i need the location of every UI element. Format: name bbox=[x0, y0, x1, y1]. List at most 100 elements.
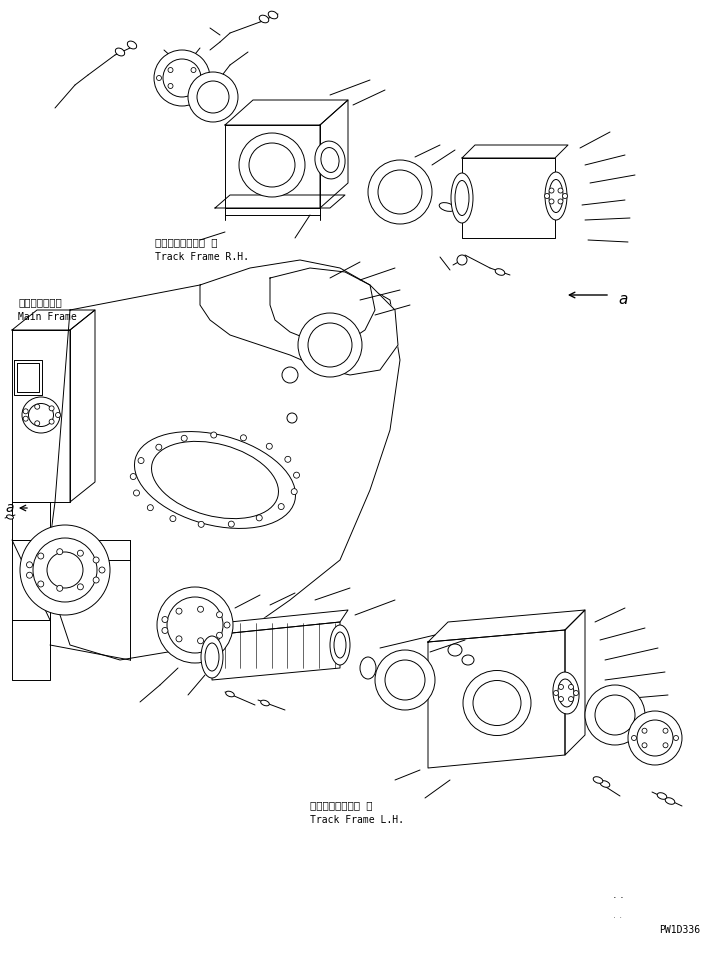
Circle shape bbox=[198, 521, 204, 527]
Ellipse shape bbox=[6, 515, 14, 520]
Circle shape bbox=[241, 435, 246, 441]
Circle shape bbox=[191, 68, 196, 73]
Ellipse shape bbox=[600, 780, 609, 787]
Circle shape bbox=[78, 550, 83, 556]
Ellipse shape bbox=[115, 48, 125, 56]
Polygon shape bbox=[70, 310, 95, 502]
Circle shape bbox=[57, 585, 63, 591]
Circle shape bbox=[368, 160, 432, 224]
Ellipse shape bbox=[22, 397, 60, 433]
Circle shape bbox=[549, 188, 554, 193]
Circle shape bbox=[197, 81, 229, 113]
Circle shape bbox=[197, 638, 204, 644]
Circle shape bbox=[287, 413, 297, 423]
Circle shape bbox=[156, 444, 162, 450]
Circle shape bbox=[182, 435, 187, 441]
Circle shape bbox=[568, 685, 573, 690]
Circle shape bbox=[585, 685, 645, 745]
Polygon shape bbox=[17, 363, 39, 392]
Ellipse shape bbox=[593, 776, 603, 783]
Circle shape bbox=[26, 562, 33, 568]
Ellipse shape bbox=[321, 148, 339, 173]
Circle shape bbox=[47, 552, 83, 588]
Circle shape bbox=[375, 650, 435, 710]
Text: メインフレーム: メインフレーム bbox=[18, 297, 62, 307]
Ellipse shape bbox=[657, 793, 667, 799]
Ellipse shape bbox=[249, 143, 295, 187]
Ellipse shape bbox=[462, 655, 474, 665]
Polygon shape bbox=[215, 195, 345, 208]
Circle shape bbox=[558, 685, 563, 690]
Circle shape bbox=[562, 194, 567, 199]
Polygon shape bbox=[428, 610, 585, 642]
Ellipse shape bbox=[268, 11, 278, 19]
Circle shape bbox=[23, 416, 28, 421]
Ellipse shape bbox=[439, 202, 455, 211]
Ellipse shape bbox=[135, 432, 295, 528]
Circle shape bbox=[38, 581, 43, 587]
Polygon shape bbox=[428, 630, 565, 768]
Ellipse shape bbox=[201, 636, 223, 678]
Text: トラックフレーム 右: トラックフレーム 右 bbox=[155, 237, 217, 247]
Circle shape bbox=[282, 367, 298, 383]
Circle shape bbox=[293, 472, 300, 478]
Text: a: a bbox=[5, 501, 14, 515]
Text: トラックフレーム 左: トラックフレーム 左 bbox=[310, 800, 372, 810]
Ellipse shape bbox=[315, 141, 345, 179]
Circle shape bbox=[49, 419, 54, 424]
Circle shape bbox=[663, 743, 668, 748]
Polygon shape bbox=[225, 125, 320, 208]
Circle shape bbox=[202, 75, 207, 80]
Circle shape bbox=[285, 456, 290, 462]
Polygon shape bbox=[12, 502, 50, 540]
Circle shape bbox=[266, 443, 272, 449]
Circle shape bbox=[642, 743, 647, 748]
Circle shape bbox=[163, 59, 201, 97]
Circle shape bbox=[167, 597, 223, 653]
Polygon shape bbox=[320, 100, 348, 208]
Ellipse shape bbox=[495, 268, 505, 275]
Circle shape bbox=[157, 587, 233, 663]
Circle shape bbox=[211, 432, 216, 438]
Circle shape bbox=[168, 68, 173, 73]
Circle shape bbox=[197, 606, 204, 612]
Circle shape bbox=[23, 409, 28, 414]
Circle shape bbox=[385, 660, 425, 700]
Circle shape bbox=[256, 515, 262, 520]
Polygon shape bbox=[225, 100, 348, 125]
Circle shape bbox=[637, 720, 673, 756]
Circle shape bbox=[674, 735, 679, 740]
Circle shape bbox=[56, 413, 61, 417]
Circle shape bbox=[298, 313, 362, 377]
Ellipse shape bbox=[127, 41, 137, 49]
Ellipse shape bbox=[451, 173, 473, 223]
Polygon shape bbox=[200, 260, 398, 375]
Polygon shape bbox=[12, 310, 95, 330]
Ellipse shape bbox=[334, 632, 346, 658]
Circle shape bbox=[176, 636, 182, 642]
Circle shape bbox=[99, 567, 105, 573]
Circle shape bbox=[38, 553, 43, 559]
Text: Track Frame L.H.: Track Frame L.H. bbox=[310, 815, 404, 825]
Circle shape bbox=[78, 584, 83, 590]
Ellipse shape bbox=[545, 172, 567, 220]
Circle shape bbox=[229, 521, 234, 527]
Circle shape bbox=[595, 695, 635, 735]
Circle shape bbox=[35, 404, 40, 409]
Ellipse shape bbox=[549, 180, 563, 213]
Circle shape bbox=[168, 83, 173, 89]
Polygon shape bbox=[565, 610, 585, 755]
Ellipse shape bbox=[261, 700, 269, 706]
Circle shape bbox=[457, 255, 467, 265]
Circle shape bbox=[138, 457, 144, 463]
Circle shape bbox=[632, 735, 637, 740]
Circle shape bbox=[133, 490, 140, 496]
Circle shape bbox=[558, 696, 563, 702]
Circle shape bbox=[549, 199, 554, 204]
Circle shape bbox=[568, 696, 573, 702]
Circle shape bbox=[216, 612, 223, 618]
Circle shape bbox=[545, 194, 550, 199]
Circle shape bbox=[573, 690, 578, 695]
Polygon shape bbox=[462, 158, 555, 238]
Polygon shape bbox=[12, 330, 70, 502]
